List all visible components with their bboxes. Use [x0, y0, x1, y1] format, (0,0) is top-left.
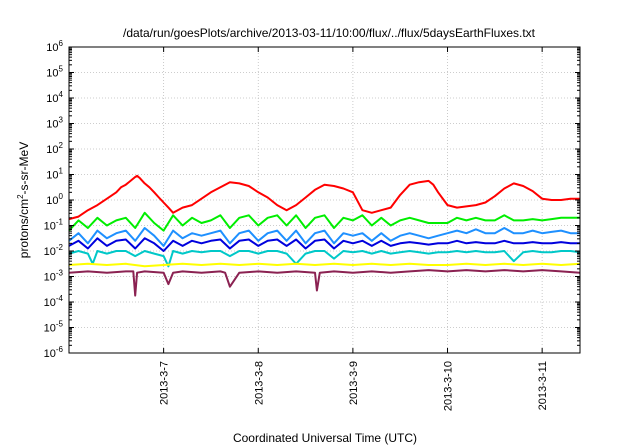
- series-line-3: [68, 227, 580, 247]
- y-axis-label: protons/cm2-s-sr-MeV: [16, 142, 31, 258]
- series-layer: [68, 174, 581, 297]
- y-tick-label: 106: [46, 39, 63, 54]
- y-tick-label: 10-6: [44, 345, 64, 360]
- series-line-4: [68, 237, 580, 252]
- y-tick-label: 10-3: [44, 269, 64, 284]
- y-tick-label: 103: [46, 116, 63, 131]
- x-axis-label: Coordinated Universal Time (UTC): [233, 431, 417, 445]
- x-ticks: 2013-3-7 2013-3-8 2013-3-9 2013-3-10 2013-3-…: [159, 47, 549, 411]
- x-tick-label: 2013-3-11: [537, 361, 549, 410]
- y-tick-label: 105: [46, 65, 63, 80]
- series-line-5: [68, 250, 581, 268]
- y-tick-label: 102: [46, 141, 63, 156]
- series-line-1: [68, 174, 580, 221]
- y-tick-label: 10-2: [44, 243, 64, 258]
- y-tick-label: 10-4: [44, 294, 64, 309]
- series-line-7: [68, 269, 581, 297]
- x-tick-label: 2013-3-7: [159, 361, 171, 405]
- y-tick-label: 101: [46, 167, 63, 182]
- x-tick-label: 2013-3-9: [348, 361, 360, 405]
- x-tick-label: 2013-3-8: [253, 361, 265, 405]
- y-axis-label-rest: -s-sr-MeV: [17, 142, 31, 195]
- chart-title: /data/run/goesPlots/archive/2013-03-11/1…: [123, 26, 536, 40]
- y-tick-label: 100: [46, 192, 63, 207]
- series-line-6: [68, 262, 581, 268]
- grid-layer: [69, 47, 580, 353]
- y-tick-label: 10-1: [44, 218, 64, 233]
- y-ticks: 10-6 10-5 10-4 10-3 10-2 10-1 100 101 102 103 104 1…: [44, 39, 580, 360]
- y-axis-label-main: protons/cm: [17, 199, 31, 258]
- y-tick-label: 104: [46, 90, 63, 105]
- x-tick-label: 2013-3-10: [443, 361, 455, 411]
- series-line-2: [68, 211, 580, 232]
- y-axis-label-exponent: 2: [16, 194, 25, 199]
- y-tick-label: 10-5: [44, 320, 64, 335]
